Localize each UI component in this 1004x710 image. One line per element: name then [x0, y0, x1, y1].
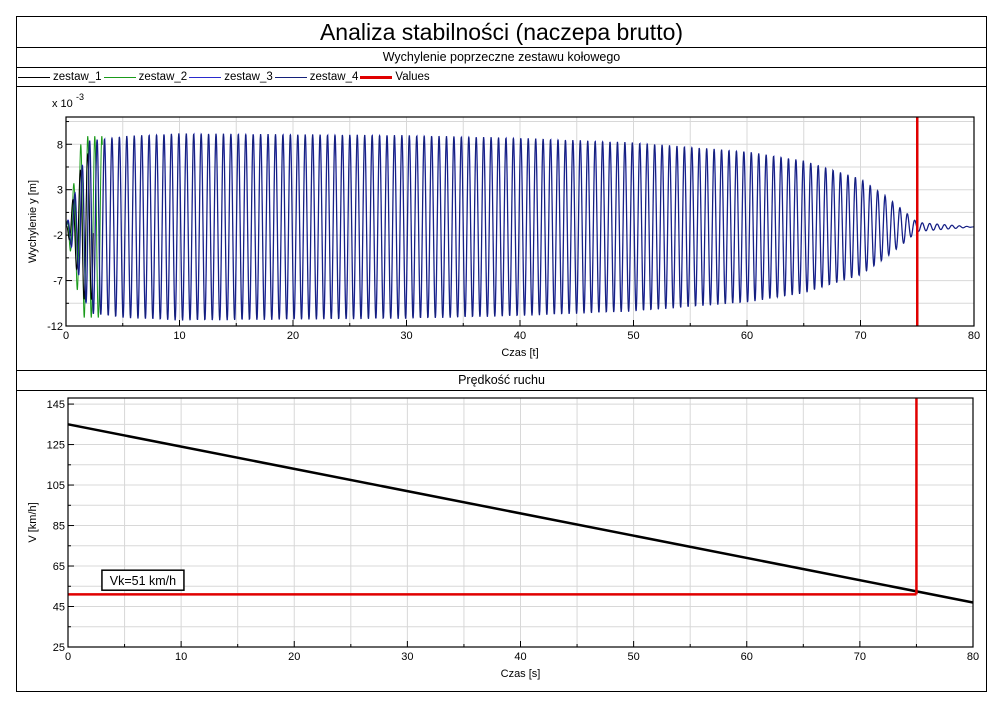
vk-annotation-box [101, 569, 185, 591]
y-axis-title: Wychylenie y [m] [27, 180, 39, 263]
y-tick-label: 85 [53, 521, 65, 533]
chart-1-title: Wychylenie poprzeczne zestawu kołowego [382, 50, 621, 64]
divider [16, 390, 987, 391]
legend-item-values: Values [360, 71, 430, 83]
x-tick-label: 60 [741, 651, 753, 663]
vk-annotation-text: Vk=51 km/h [110, 574, 176, 588]
x-tick-label: 30 [401, 651, 413, 663]
y-tick-label: 65 [53, 561, 65, 573]
lateral-displacement-chart: 0 10 20 30 40 50 60 70 80 -12 -7 -2 3 8 Czas [t] Wychyl… [27, 92, 980, 359]
x-tick-label: 0 [63, 330, 69, 342]
x-tick-label: 30 [400, 330, 412, 342]
y-tick-label: -12 [47, 321, 63, 333]
legend-label: Values [395, 71, 430, 83]
y-tick-label: 145 [47, 399, 65, 411]
legend-label: zestaw_4 [309, 71, 359, 83]
plot-border [67, 397, 974, 648]
legend-swatch [189, 76, 222, 78]
x-tick-label: 80 [968, 330, 980, 342]
legend-item-zestaw-1: zestaw_1 [18, 71, 102, 83]
y-multiplier-label: x 10 [52, 98, 73, 110]
legend-swatch [103, 76, 136, 78]
y-tick-label: 45 [53, 602, 65, 614]
legend-item-zestaw-4: zestaw_4 [274, 71, 359, 83]
legend: zestaw_1 zestaw_2 zestaw_3 zestaw_4 Valu… [18, 69, 432, 85]
x-tick-label: 20 [288, 651, 300, 663]
legend-swatch [274, 76, 307, 78]
divider [16, 370, 987, 371]
chart-frame [16, 16, 987, 692]
x-axis-title: Czas [s] [501, 668, 541, 680]
y-tick-label: 125 [47, 440, 65, 452]
chart-2-title: Prędkość ruchu [458, 373, 545, 387]
series-zestaw-4 [66, 133, 974, 321]
y-multiplier-exponent: -3 [76, 92, 84, 102]
signal-group [66, 132, 974, 321]
legend-swatch [18, 76, 50, 78]
y-tick-label: 105 [47, 480, 65, 492]
x-tick-label: 70 [854, 330, 866, 342]
legend-label: zestaw_2 [138, 71, 188, 83]
series-zestaw-2 [66, 136, 103, 318]
legend-label: zestaw_3 [224, 71, 273, 83]
y-tick-label: 25 [53, 642, 65, 654]
divider [16, 86, 987, 87]
divider [16, 47, 987, 48]
speed-line [67, 423, 974, 604]
x-tick-label: 10 [173, 330, 185, 342]
x-tick-label: 70 [854, 651, 866, 663]
x-tick-label: 0 [65, 651, 71, 663]
x-tick-label: 80 [967, 651, 979, 663]
y-tick-label: 3 [57, 185, 63, 197]
y-tick-label: -2 [53, 230, 63, 242]
x-tick-label: 50 [627, 330, 639, 342]
x-axis-title: Czas [t] [501, 347, 538, 359]
plot-border [65, 116, 975, 327]
x-tick-label: 40 [514, 651, 526, 663]
y-tick-label: 8 [57, 139, 63, 151]
legend-item-zestaw-2: zestaw_2 [103, 71, 188, 83]
speed-chart: 0 10 20 30 40 50 60 70 80 25 45 65 85 105 125 145 Czas [… [27, 397, 979, 680]
x-tick-label: 20 [287, 330, 299, 342]
y-tick-label: -7 [53, 276, 63, 288]
y-axis-title: V [km/h] [27, 502, 39, 542]
x-tick-label: 10 [175, 651, 187, 663]
x-tick-label: 50 [628, 651, 640, 663]
x-tick-label: 60 [741, 330, 753, 342]
main-title: Analiza stabilności (naczepa brutto) [319, 19, 684, 45]
legend-swatch [360, 75, 393, 79]
x-tick-label: 40 [514, 330, 526, 342]
legend-label: zestaw_1 [53, 71, 102, 83]
divider [16, 67, 987, 68]
legend-item-zestaw-3: zestaw_3 [189, 71, 273, 83]
